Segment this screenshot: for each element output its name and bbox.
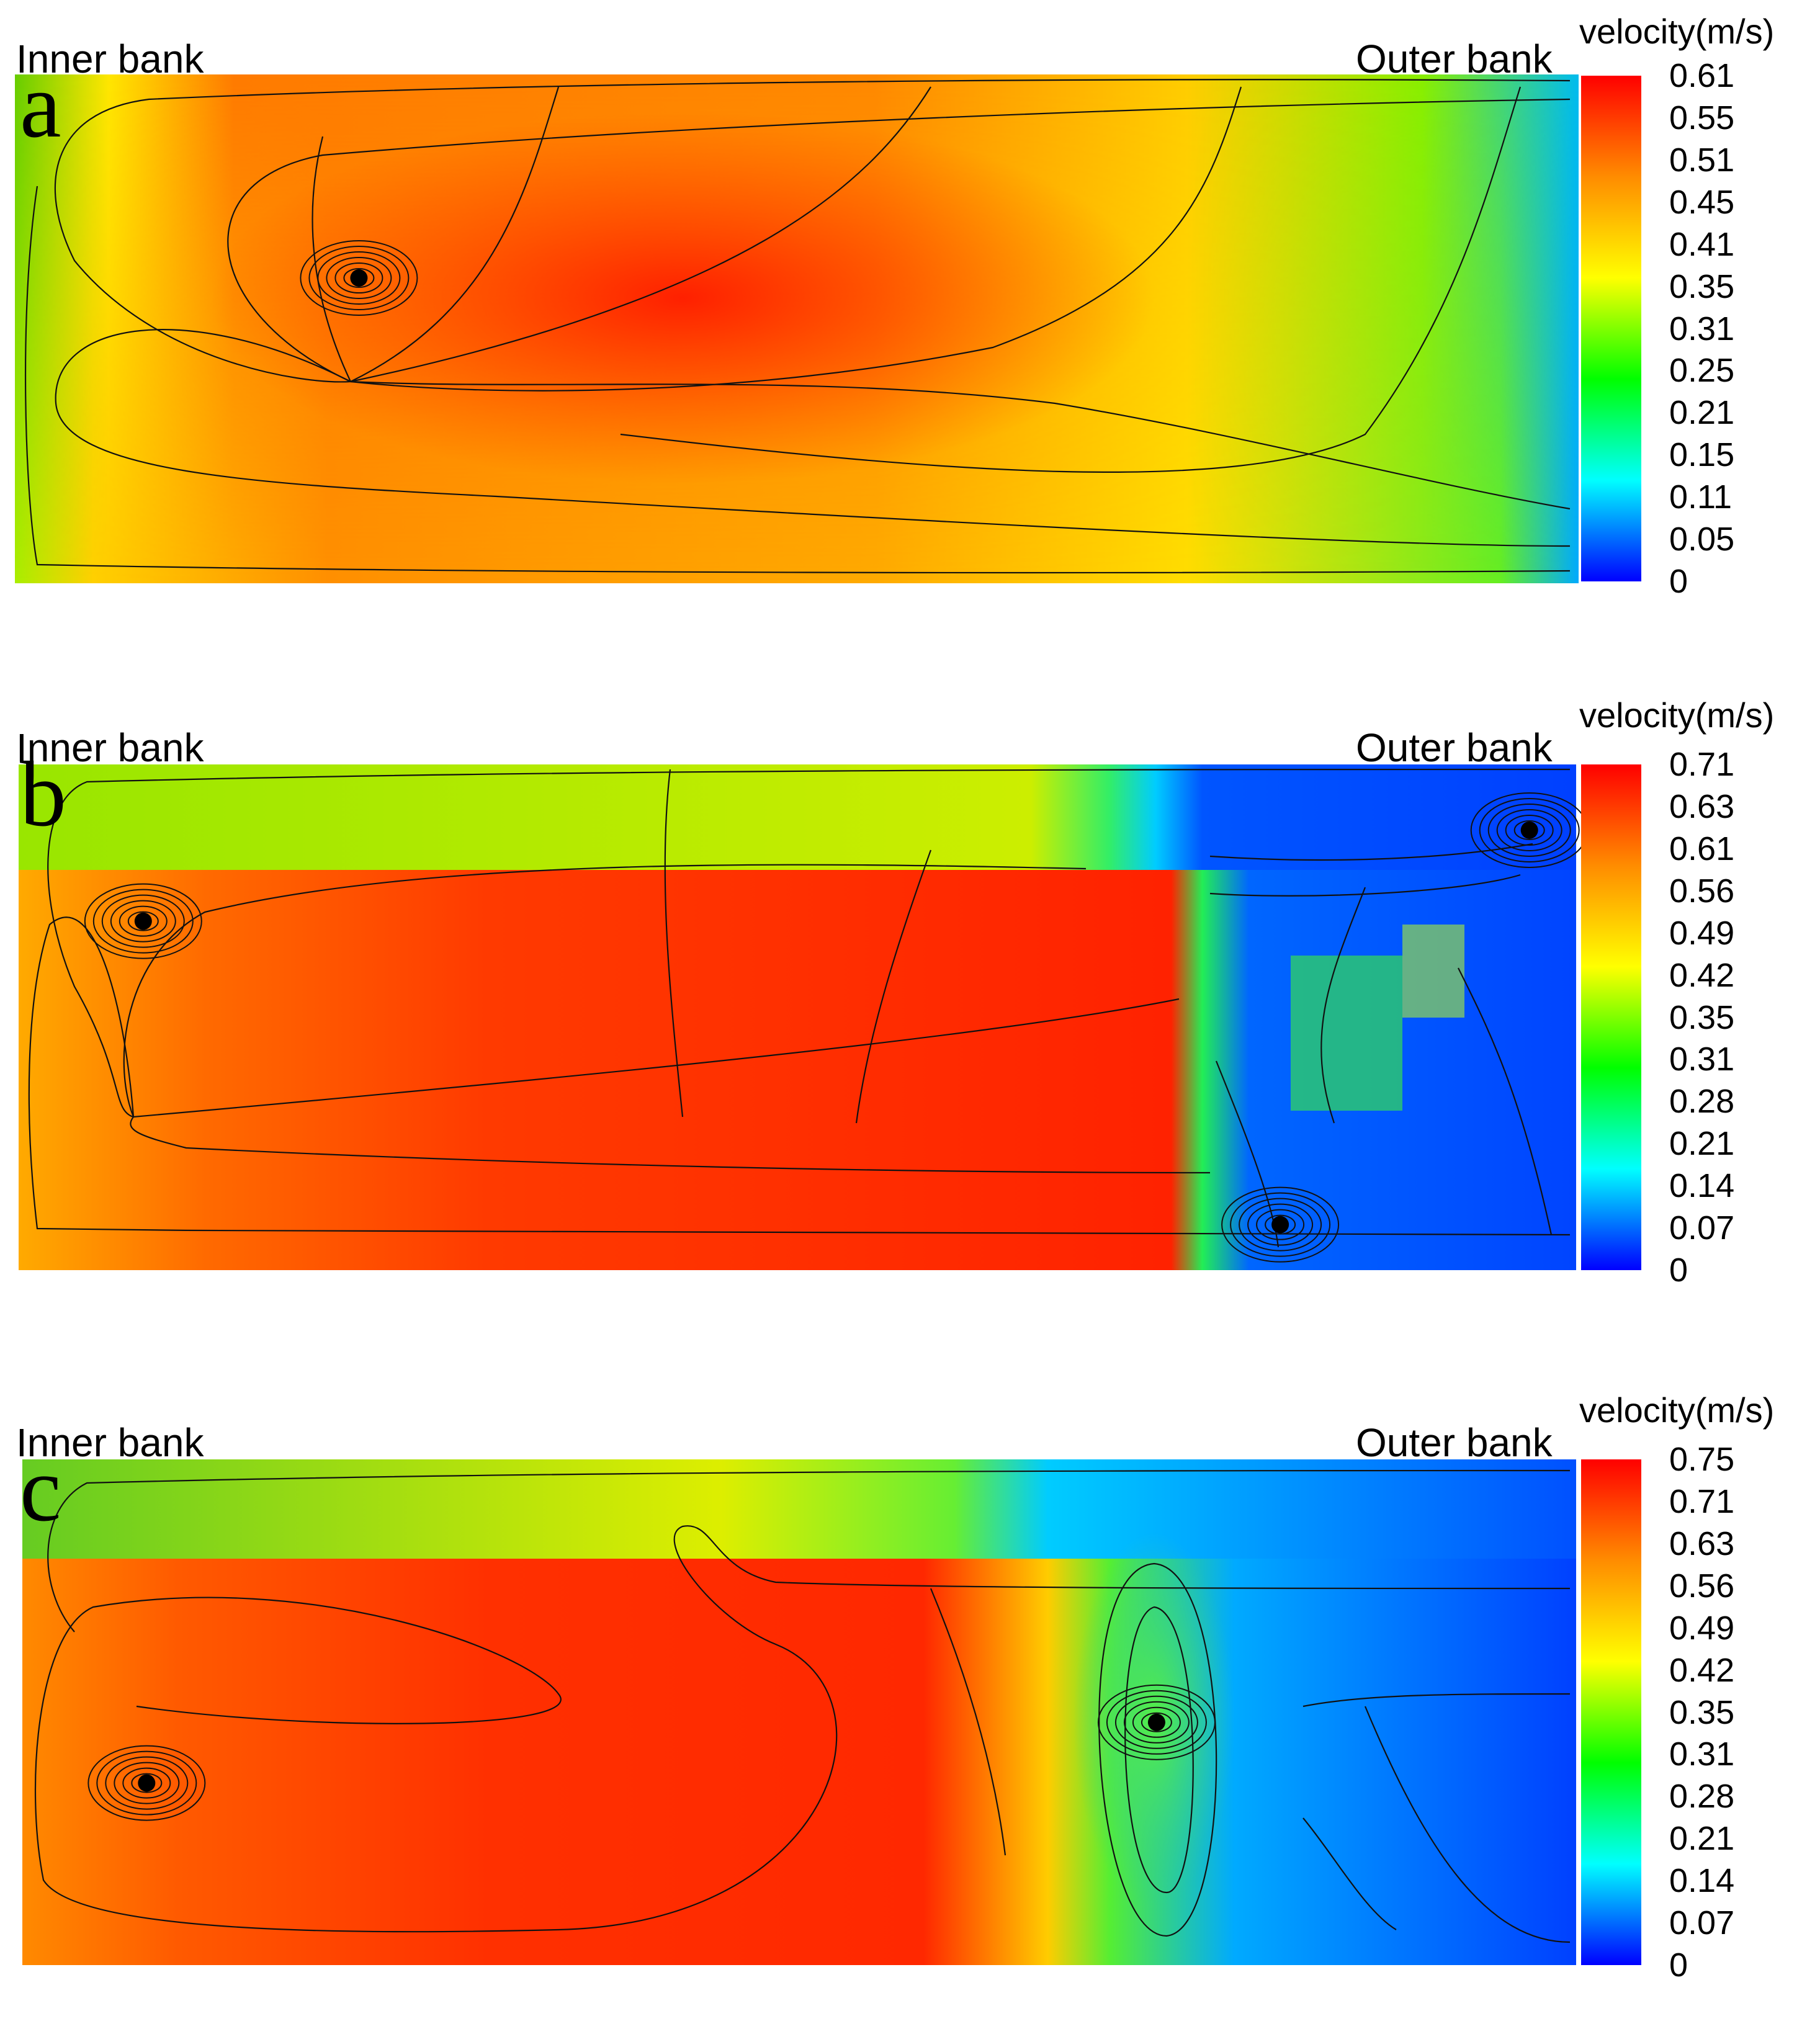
panel-c: Inner bank Outer bank xyxy=(0,1384,1820,2029)
colorbar-tick-label: 0.42 xyxy=(1669,1651,1735,1689)
velocity-field-plot xyxy=(22,1459,1576,1965)
colorbar-tick-label: 0 xyxy=(1669,1252,1688,1289)
colorbar-tick-label: 0 xyxy=(1669,1946,1688,1984)
colorbar-tick-label: 0.11 xyxy=(1669,478,1733,516)
colorbar-tick-label: 0.05 xyxy=(1669,521,1735,558)
colorbar-tick-label: 0 xyxy=(1669,563,1688,600)
colorbar-tick-label: 0.28 xyxy=(1669,1778,1735,1816)
colorbar-tick-label: 0.07 xyxy=(1669,1904,1735,1942)
colorbar-tick-label: 0.14 xyxy=(1669,1862,1735,1900)
colorbar-tick-label: 0.28 xyxy=(1669,1083,1735,1121)
inner-bank-label: Inner bank xyxy=(16,1420,204,1465)
panel-b: Inner bank Outer bank xyxy=(0,689,1820,1334)
colorbar-tick-label: 0.55 xyxy=(1669,99,1735,137)
outer-bank-label: Outer bank xyxy=(1356,725,1553,770)
vortex-core xyxy=(87,1745,206,1821)
colorbar-tick-label: 0.56 xyxy=(1669,1567,1735,1605)
colorbar-tick-label: 0.42 xyxy=(1669,956,1735,994)
vortex-core xyxy=(1470,792,1589,868)
colorbar-title: velocity(m/s) xyxy=(1579,1391,1775,1430)
colorbar-tick-label: 0.35 xyxy=(1669,998,1735,1036)
vortex-core xyxy=(1097,1684,1216,1760)
streamlines xyxy=(24,79,1571,574)
colorbar-tick-label: 0.14 xyxy=(1669,1167,1735,1205)
velocity-field-plot xyxy=(19,764,1589,1270)
colorbar-tick-label: 0.49 xyxy=(1669,914,1735,952)
panel-letter: a xyxy=(20,54,61,157)
vortex-core xyxy=(300,240,418,316)
inner-bank-label: Inner bank xyxy=(16,725,204,770)
colorbar-tick-label: 0.07 xyxy=(1669,1209,1735,1247)
panel-letter: b xyxy=(20,743,66,846)
colorbar-tick-label: 0.21 xyxy=(1669,1125,1735,1163)
colorbar-title: velocity(m/s) xyxy=(1579,696,1775,735)
inner-bank-label: Inner bank xyxy=(16,37,204,81)
colorbar-tick-label: 0.25 xyxy=(1669,352,1735,390)
colorbar-tick-label: 0.71 xyxy=(1669,1482,1735,1520)
colorbar-tick-label: 0.21 xyxy=(1669,1820,1735,1858)
colorbar-tick-label: 0.15 xyxy=(1669,436,1735,474)
colorbar-title: velocity(m/s) xyxy=(1579,12,1775,51)
colorbar-tick-label: 0.75 xyxy=(1669,1441,1735,1478)
panel-letter: c xyxy=(20,1438,61,1541)
colorbar-tick-label: 0.51 xyxy=(1669,141,1735,179)
vortex-core xyxy=(84,883,202,959)
colorbar-tick-label: 0.35 xyxy=(1669,1693,1735,1731)
panel-a: Inner bank Outer bank xyxy=(0,0,1820,645)
colorbar xyxy=(1581,1459,1641,1965)
outer-bank-label: Outer bank xyxy=(1356,37,1553,81)
colorbar-tick-label: 0.71 xyxy=(1669,746,1735,783)
colorbar-tick-label: 0.61 xyxy=(1669,57,1735,94)
colorbar-tick-label: 0.49 xyxy=(1669,1609,1735,1647)
colorbar-tick-label: 0.31 xyxy=(1669,310,1735,347)
colorbar-tick-label: 0.63 xyxy=(1669,1525,1735,1562)
colorbar-tick-label: 0.31 xyxy=(1669,1736,1735,1773)
colorbar-tick-label: 0.35 xyxy=(1669,267,1735,305)
colorbar-tick-label: 0.45 xyxy=(1669,183,1735,221)
colorbar xyxy=(1581,764,1641,1270)
colorbar-tick-label: 0.61 xyxy=(1669,830,1735,867)
colorbar-tick-label: 0.63 xyxy=(1669,787,1735,825)
colorbar-tick-label: 0.21 xyxy=(1669,394,1735,432)
vortex-core xyxy=(1221,1186,1340,1263)
colorbar xyxy=(1581,76,1641,581)
colorbar-tick-label: 0.41 xyxy=(1669,225,1735,263)
colorbar-tick-label: 0.56 xyxy=(1669,872,1735,910)
velocity-field-plot xyxy=(15,74,1579,583)
colorbar-tick-label: 0.31 xyxy=(1669,1041,1735,1078)
outer-bank-label: Outer bank xyxy=(1356,1420,1553,1465)
streamlines xyxy=(34,1469,1571,1943)
